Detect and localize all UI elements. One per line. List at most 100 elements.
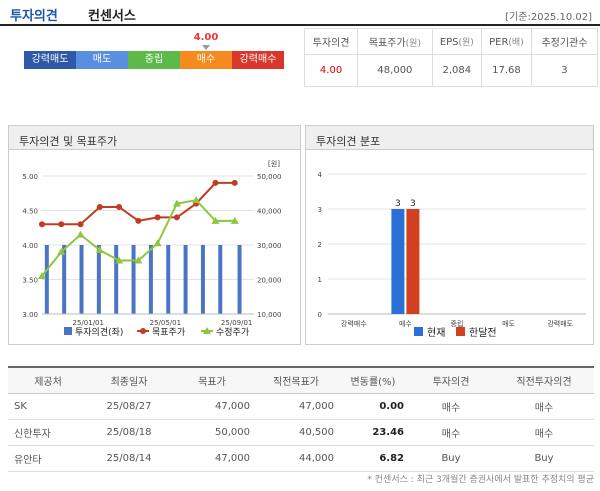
broker-name: 유안타 (8, 445, 88, 472)
adjusted-price-point (153, 239, 162, 247)
y-left-tick-label: 3.50 (22, 277, 38, 285)
category-label: 매수 (399, 320, 412, 328)
y-right-tick-label: 40,000 (257, 208, 282, 216)
broker-estimates-table: 제공처 최종일자 목표가 직전목표가 변동률(%) 투자의견 직전투자의견 SK… (8, 366, 594, 472)
x-tick-label: 25/05/01 (150, 319, 181, 327)
page-subtitle: 컨센서스 (88, 9, 136, 24)
bar-data-label: 3 (395, 199, 401, 209)
scale-strong-sell: 강력매도 (24, 51, 76, 69)
table-row[interactable]: SK 25/08/27 47,000 47,000 0.00 매수 매수 (8, 393, 594, 420)
broker-change: 23.46 (338, 419, 408, 446)
adjusted-price-point (57, 247, 66, 255)
x-tick-label: 25/01/01 (73, 319, 104, 327)
adjusted-price-point (134, 256, 143, 264)
y-right-tick-label: 30,000 (257, 242, 282, 250)
current-opinion-value: 4.00 (193, 32, 219, 43)
category-label: 매도 (502, 320, 515, 328)
summary-header-count: 추정기관수 (530, 28, 599, 55)
y-tick-label: 1 (318, 276, 322, 284)
adjusted-price-point (76, 230, 85, 238)
page-title: 투자의견 (10, 9, 58, 24)
broker-date: 25/08/18 (88, 419, 170, 446)
summary-target-value: 48,000 (357, 54, 433, 87)
target-price-point (212, 179, 219, 186)
broker-target: 47,000 (170, 445, 254, 472)
opinion-target-chart: 3.00 3.50 4.00 4.50 5.00 10,000 20,000 30,000 40… (22, 159, 282, 338)
legend-label-adjusted: 수정주가 (216, 327, 249, 338)
opinion-target-chart-title: 투자의견 및 목표주가 (9, 126, 300, 150)
category-label: 강력매도 (547, 319, 573, 328)
table-row[interactable]: 신한투자 25/08/18 50,000 40,500 23.46 매수 매수 (8, 419, 594, 446)
adjusted-price-point (172, 199, 181, 207)
broker-change: 0.00 (338, 393, 408, 420)
broker-opinion: 매수 (408, 393, 494, 420)
col-prev-target: 직전목표가 (254, 366, 338, 394)
opinion-distribution-chart-title: 투자의견 분포 (306, 126, 593, 150)
y-right-unit-label: [원] (268, 159, 280, 168)
legend-label-target: 목표주가 (152, 327, 185, 338)
y-left-tick-label: 4.00 (22, 242, 38, 250)
opinion-target-chart-panel: 투자의견 및 목표주가 3.00 3.50 4.00 4.50 5.00 10,000 20… (8, 125, 301, 345)
broker-target: 50,000 (170, 419, 254, 446)
target-price-point (135, 217, 142, 224)
broker-prev-target: 44,000 (254, 445, 338, 472)
opinion-bar (200, 245, 205, 314)
broker-prev-opinion: 매수 (494, 419, 594, 446)
category-label: 중립 (451, 320, 464, 328)
legend-label-opinion: 투자의견(좌) (75, 326, 123, 338)
adjusted-price-point (38, 272, 46, 280)
summary-count-value: 3 (530, 54, 599, 87)
summary-value-row: 4.00 48,000 2,084 17.68 3 (303, 54, 599, 87)
legend-swatch-target-dot (140, 328, 146, 334)
opinion-bar (79, 245, 84, 314)
adjusted-price-point (115, 256, 124, 264)
broker-name: SK (8, 393, 88, 420)
y-tick-label: 4 (318, 171, 323, 179)
broker-target: 47,000 (170, 393, 254, 420)
legend-label-current: 현재 (427, 327, 445, 339)
month-ago-bar (406, 209, 420, 314)
footnote: * 컨센서스 : 최근 3개월간 증권사에서 발표한 추정치의 평균 (367, 475, 594, 485)
opinion-bar (96, 245, 101, 314)
summary-opinion-value: 4.00 (303, 54, 359, 87)
col-prev-opinion: 직전투자의견 (494, 366, 594, 394)
opinion-scale: 강력매도 매도 중립 매수 강력매수 (24, 51, 284, 69)
adjusted-price-point (211, 216, 220, 224)
summary-header-eps: EPS(원) (431, 28, 482, 55)
opinion-bar (237, 245, 242, 314)
col-date: 최종일자 (88, 366, 170, 394)
opinion-bar (148, 245, 153, 314)
target-price-point (39, 221, 45, 228)
summary-eps-value: 2,084 (431, 54, 482, 87)
opinion-marker-icon (202, 45, 210, 50)
summary-header-target: 목표주가(원) (357, 28, 433, 55)
target-price-point (96, 204, 103, 211)
opinion-distribution-chart-panel: 투자의견 분포 0 1 2 3 4 강력매수 매수 3 3 중립 매도 강력매도 현재 한달전 (305, 125, 594, 345)
broker-date: 25/08/14 (88, 445, 170, 472)
category-label: 강력매수 (341, 319, 367, 328)
opinion-bar (44, 245, 49, 314)
target-price-point (231, 179, 238, 186)
table-row[interactable]: 유안타 25/08/14 47,000 44,000 6.82 Buy Buy (8, 445, 594, 472)
target-price-point (77, 221, 84, 228)
broker-name: 신한투자 (8, 419, 88, 446)
y-left-tick-label: 5.00 (22, 173, 38, 181)
y-tick-label: 0 (318, 311, 322, 319)
opinion-bar (131, 245, 136, 314)
y-tick-label: 3 (318, 206, 322, 214)
target-price-point (154, 214, 161, 221)
x-tick-label: 25/09/01 (221, 319, 252, 327)
scale-strong-buy: 강력매수 (232, 51, 284, 69)
adjusted-price-point (192, 196, 201, 204)
opinion-bar (114, 245, 119, 314)
broker-change: 6.82 (338, 445, 408, 472)
opinion-bar (218, 245, 223, 314)
bar-data-label: 3 (410, 199, 416, 209)
reference-date: [기준:2025.10.02] (505, 12, 592, 23)
broker-date: 25/08/27 (88, 393, 170, 420)
broker-prev-target: 47,000 (254, 393, 338, 420)
summary-header-row: 투자의견 목표주가(원) EPS(원) PER(배) 추정기관수 (303, 28, 599, 55)
legend-swatch-opinion (64, 327, 72, 335)
legend-swatch-adjusted-marker (203, 327, 211, 334)
col-broker: 제공처 (8, 366, 88, 394)
